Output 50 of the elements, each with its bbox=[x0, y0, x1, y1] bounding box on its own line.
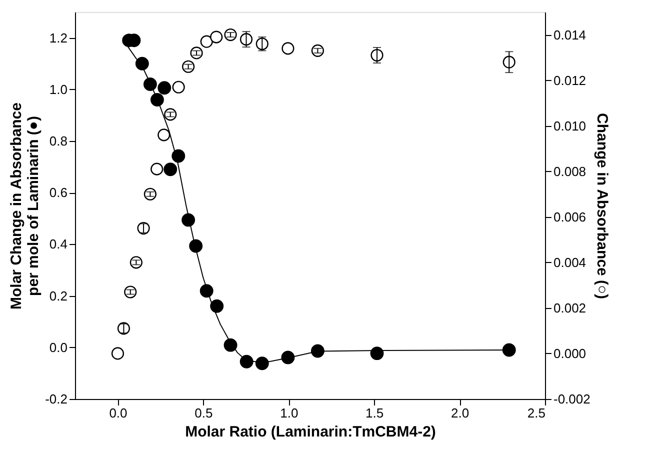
point bbox=[310, 344, 324, 358]
point bbox=[182, 213, 196, 227]
point bbox=[370, 346, 384, 360]
y2-tick-label: 0.008 bbox=[554, 164, 586, 179]
point bbox=[164, 162, 178, 176]
y-tick-label: 1.2 bbox=[49, 30, 68, 46]
x-tick-label: 2.5 bbox=[527, 406, 546, 420]
y2-tick-label: 0.004 bbox=[554, 254, 586, 270]
point bbox=[158, 81, 172, 95]
x-tick-label: 0.5 bbox=[194, 406, 213, 420]
point bbox=[210, 30, 223, 44]
point bbox=[200, 284, 214, 298]
point bbox=[172, 149, 186, 163]
x-tick-label: 1.0 bbox=[280, 406, 298, 420]
point bbox=[502, 343, 516, 357]
y2-tick-label: 0.002 bbox=[554, 300, 586, 316]
point bbox=[158, 128, 170, 142]
x-tick-label: 0.0 bbox=[109, 406, 128, 420]
point bbox=[111, 347, 124, 360]
y2-tick-label: 0.012 bbox=[554, 72, 586, 88]
point bbox=[189, 239, 203, 253]
point bbox=[143, 78, 157, 91]
y2-axis-title: Change in Absorbance (○) bbox=[593, 112, 610, 300]
point bbox=[210, 299, 224, 313]
point bbox=[135, 56, 149, 70]
x-axis-title: Molar Ratio (Laminarin:TmCBM4-2) bbox=[185, 424, 436, 440]
y-tick-label: 0.8 bbox=[49, 134, 68, 148]
point bbox=[150, 93, 164, 106]
point bbox=[282, 42, 294, 55]
y2-tick-label: 0.010 bbox=[554, 118, 586, 134]
point bbox=[281, 350, 295, 364]
y-axis-title: Molar Change in Absorbance per mole of Laminarin (●) bbox=[8, 102, 42, 310]
point bbox=[255, 356, 269, 370]
y-tick-label: -0.2 bbox=[45, 392, 68, 406]
x-tick-label: 1.5 bbox=[366, 406, 384, 420]
y-tick-label: 1.0 bbox=[49, 82, 68, 97]
y-tick-label: 0.0 bbox=[49, 340, 68, 355]
y2-tick-label: 0.000 bbox=[554, 346, 586, 361]
y2-tick-label: -0.002 bbox=[554, 392, 590, 406]
point bbox=[200, 35, 213, 48]
point bbox=[150, 162, 164, 176]
y2-tick-label: 0.014 bbox=[554, 27, 586, 42]
point bbox=[224, 338, 238, 352]
point bbox=[240, 354, 254, 368]
y-tick-label: 0.6 bbox=[49, 185, 68, 200]
point bbox=[172, 80, 185, 94]
y-tick-label: 0.4 bbox=[49, 236, 68, 252]
x-tick-label: 2.0 bbox=[451, 406, 470, 420]
y2-tick-label: 0.006 bbox=[554, 209, 586, 224]
y-tick-label: 0.2 bbox=[49, 288, 68, 304]
